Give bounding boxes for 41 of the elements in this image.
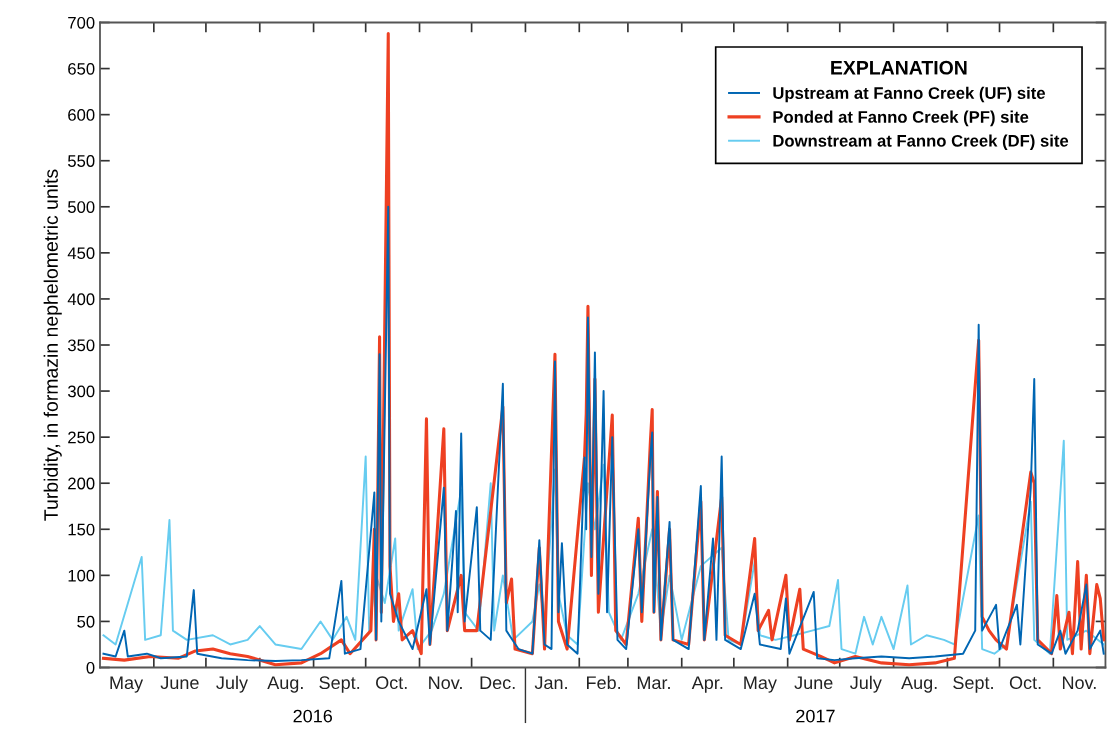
x-tick-label: Apr. — [691, 676, 723, 693]
legend-title: EXPLANATION — [831, 60, 967, 75]
y-tick-label: 650 — [68, 62, 95, 75]
y-tick-label: 150 — [68, 523, 95, 536]
y-tick-label: 200 — [68, 477, 95, 490]
y-tick-label: 400 — [67, 293, 95, 306]
x-tick-label: July — [850, 675, 882, 693]
x-tick-label: Sept. — [319, 676, 360, 693]
x-tick-label: Jan. — [534, 676, 567, 690]
x-tick-label: Aug. — [901, 676, 937, 693]
x-tick-label: July — [216, 675, 248, 693]
x-tick-label: Oct. — [376, 676, 407, 690]
y-axis-title: Turbidity, in formazin nephelometric units — [43, 169, 62, 521]
legend-label: Ponded at Fanno Creek (PF) site — [773, 110, 1029, 127]
x-tick-label: May — [744, 676, 777, 693]
text: 2016 — [293, 709, 333, 723]
x-tick-label: May — [110, 676, 144, 693]
legend-label: Downstream at Fanno Creek (DF) site — [773, 134, 1069, 151]
x-tick-label: Mar. — [637, 676, 670, 690]
x-tick-label: Feb. — [587, 675, 620, 690]
x-tick-label: Nov. — [429, 676, 462, 690]
y-tick-label: 550 — [67, 155, 95, 167]
y-tick-label: 100 — [68, 569, 95, 582]
x-tick-label: Aug. — [267, 676, 303, 693]
y-tick-label: 500 — [67, 201, 95, 213]
x-tick-label: Sept. — [953, 676, 993, 693]
y-tick-label: 600 — [68, 109, 95, 121]
x-tick-label: Nov. — [1062, 676, 1096, 690]
x-tick-label: Dec. — [480, 676, 515, 690]
y-tick-label: 50 — [77, 615, 95, 628]
legend-label: Upstream at Fanno Creek (UF) site — [773, 86, 1045, 103]
y-tick-label: 700 — [68, 16, 95, 29]
y-tick-label: 250 — [68, 431, 95, 444]
y-tick-label: 450 — [67, 247, 95, 260]
x-tick-label: June — [794, 676, 833, 690]
y-tick-label: 300 — [67, 385, 95, 398]
y-tick-label: 0 — [86, 661, 95, 674]
x-tick-label: June — [160, 676, 199, 690]
x-tick-label: Oct. — [1009, 676, 1041, 690]
text: 2017 — [796, 709, 835, 723]
y-tick-label: 350 — [67, 339, 95, 352]
